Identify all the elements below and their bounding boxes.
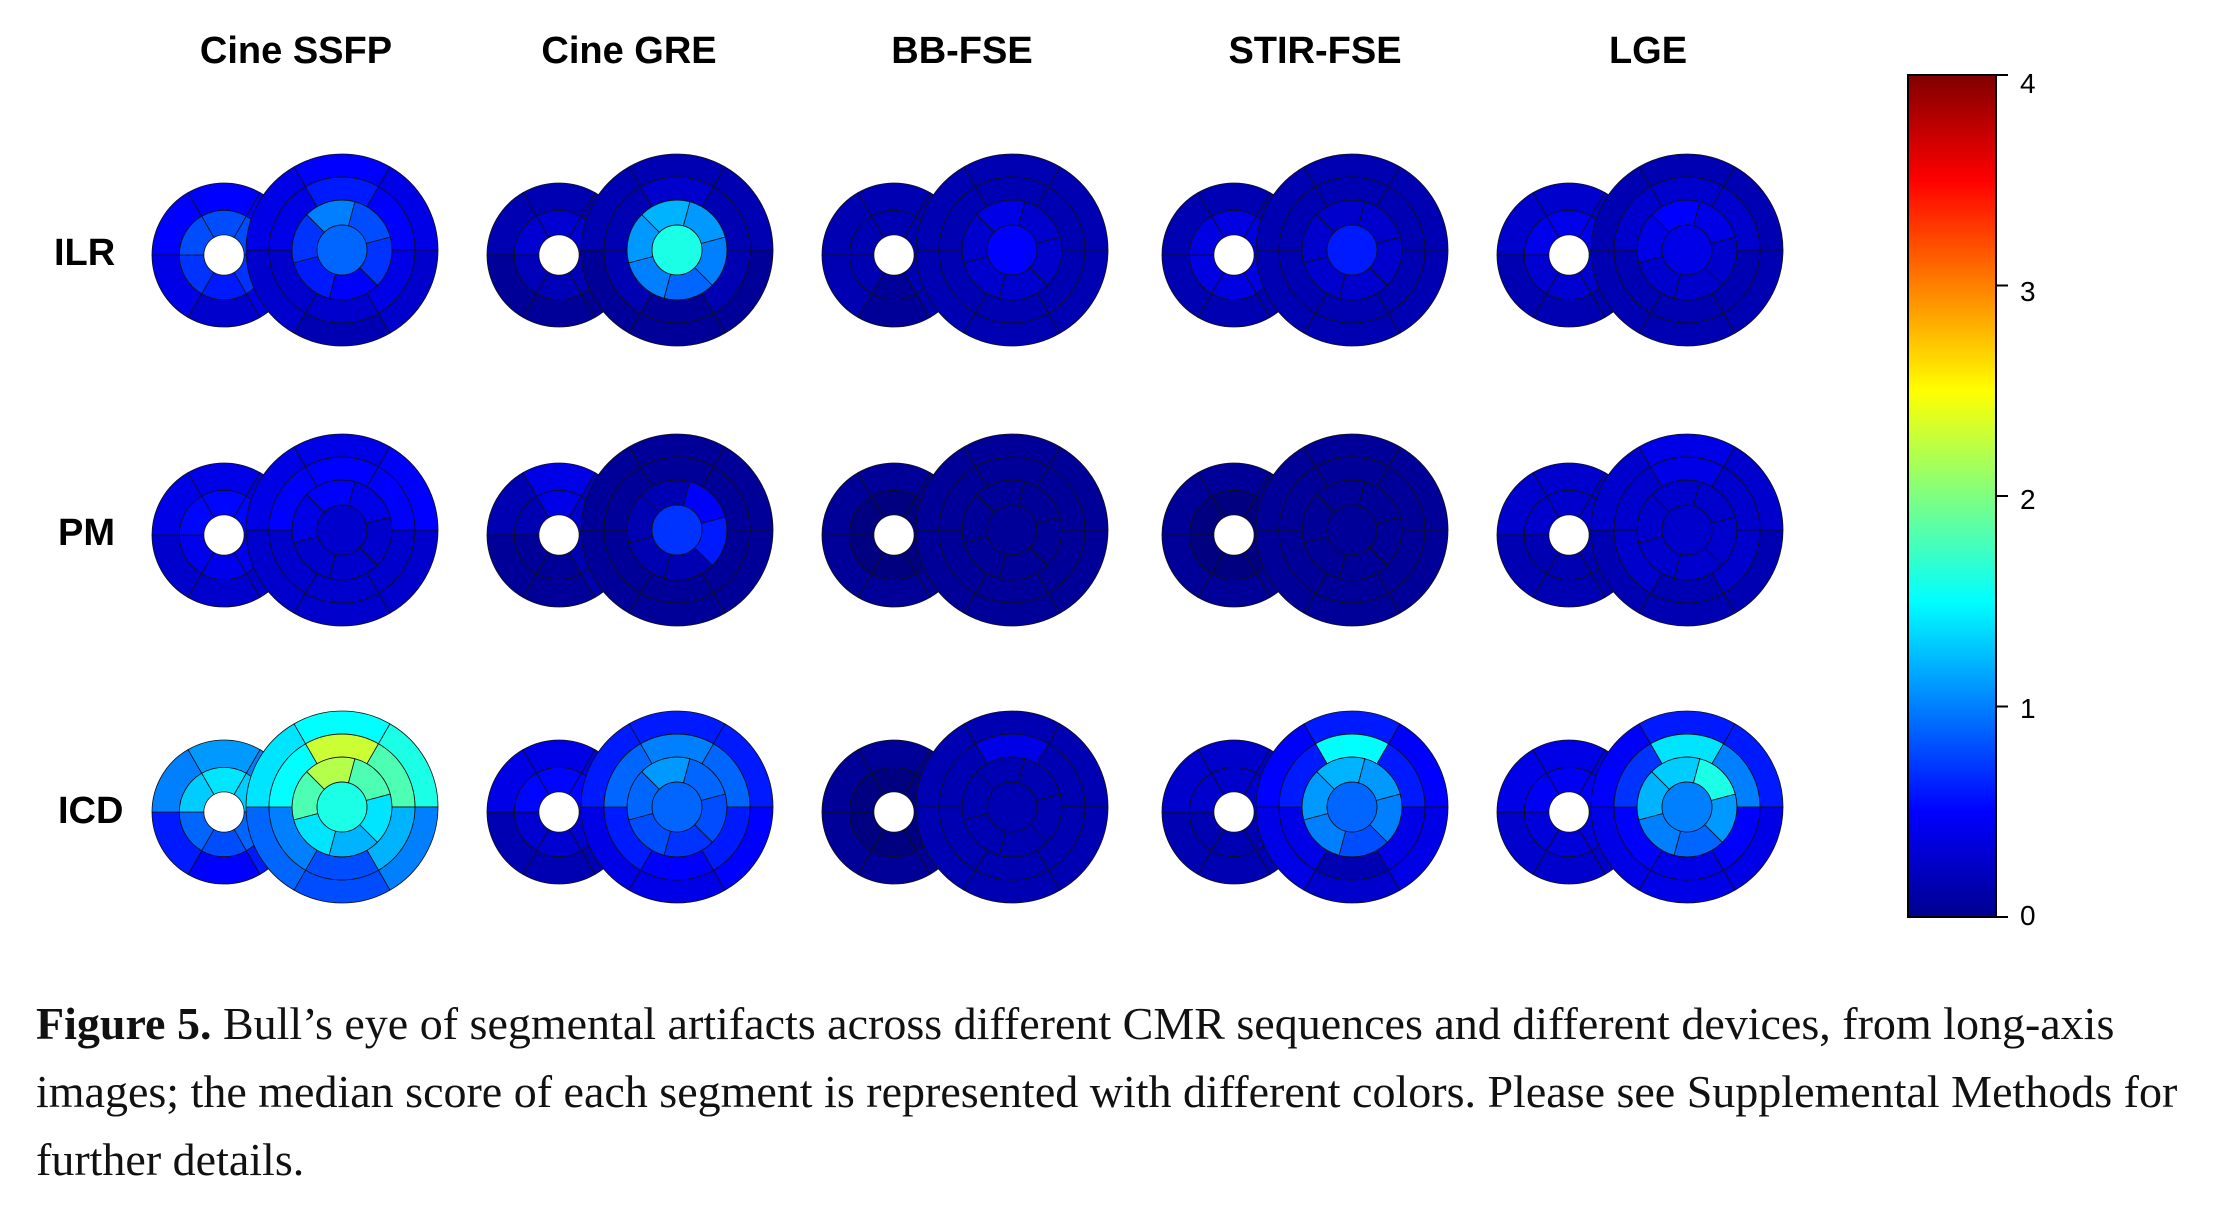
small-inner-segment-6 bbox=[513, 495, 550, 536]
caption-text: Bull’s eye of segmental artifacts across… bbox=[36, 998, 2178, 1185]
small-inner-segment-6 bbox=[178, 495, 215, 536]
small-inner-segment-6 bbox=[1523, 215, 1560, 256]
large-center-segment bbox=[1326, 504, 1378, 556]
large-center-segment bbox=[651, 504, 703, 556]
bulls-eye-plots bbox=[151, 74, 2008, 918]
bulls-eye-pm-cine-ssfp bbox=[151, 433, 439, 627]
colorbar-tick-label-3: 3 bbox=[2020, 276, 2036, 307]
small-inner-segment-6 bbox=[1188, 495, 1225, 536]
large-center-segment bbox=[986, 504, 1038, 556]
large-center-segment bbox=[986, 781, 1038, 833]
small-disk-hole bbox=[543, 796, 575, 828]
bulls-eye-pm-bb-fse bbox=[821, 433, 1109, 627]
column-label-stir-fse: STIR-FSE bbox=[1228, 30, 1402, 72]
colorbar-tick-label-1: 1 bbox=[2020, 693, 2036, 724]
bulls-eye-ilr-bb-fse bbox=[821, 153, 1109, 347]
small-disk-hole bbox=[1553, 239, 1585, 271]
bulls-eye-pm-stir-fse bbox=[1161, 433, 1449, 627]
column-label-cine-ssfp: Cine SSFP bbox=[199, 30, 393, 72]
colorbar-tick-label-2: 2 bbox=[2020, 484, 2036, 515]
small-disk-hole bbox=[208, 796, 240, 828]
small-inner-segment-6 bbox=[1523, 772, 1560, 813]
bulls-eye-pm-cine-gre bbox=[486, 433, 774, 627]
small-disk-hole bbox=[1553, 796, 1585, 828]
bulls-eye-icd-cine-gre bbox=[486, 710, 774, 904]
large-center-segment bbox=[651, 224, 703, 276]
large-center-segment bbox=[1661, 504, 1713, 556]
large-center-segment bbox=[1326, 224, 1378, 276]
small-disk-hole bbox=[878, 796, 910, 828]
colorbar-tick-label-4: 4 bbox=[2020, 68, 2036, 99]
small-disk-hole bbox=[878, 519, 910, 551]
large-center-segment bbox=[316, 224, 368, 276]
row-label-icd: ICD bbox=[58, 790, 124, 832]
bulls-eye-ilr-cine-gre bbox=[486, 153, 774, 347]
bulls-eye-figure: Cine SSFP Cine GRE BB-FSE STIR-FSE LGE I… bbox=[54, 30, 2036, 931]
small-disk-hole bbox=[1218, 796, 1250, 828]
figure-caption: Figure 5. Bull’s eye of segmental artifa… bbox=[36, 990, 2206, 1194]
large-center-segment bbox=[651, 781, 703, 833]
small-inner-segment-6 bbox=[848, 215, 885, 256]
bulls-eye-ilr-stir-fse bbox=[1161, 153, 1449, 347]
small-disk-hole bbox=[208, 519, 240, 551]
colorbar-gradient bbox=[1907, 74, 1997, 918]
small-inner-segment-6 bbox=[1188, 772, 1225, 813]
bulls-eye-ilr-cine-ssfp bbox=[151, 153, 439, 347]
row-label-pm: PM bbox=[58, 512, 115, 554]
small-disk-hole bbox=[208, 239, 240, 271]
large-center-segment bbox=[316, 781, 368, 833]
small-disk-hole bbox=[878, 239, 910, 271]
small-disk-hole bbox=[1218, 239, 1250, 271]
small-inner-segment-6 bbox=[513, 772, 550, 813]
bulls-eye-pm-lge bbox=[1496, 433, 1784, 627]
bulls-eye-icd-lge bbox=[1496, 710, 1784, 904]
small-inner-segment-6 bbox=[513, 215, 550, 256]
small-inner-segment-6 bbox=[178, 772, 215, 813]
bulls-eye-icd-bb-fse bbox=[821, 710, 1109, 904]
small-disk-hole bbox=[1218, 519, 1250, 551]
colorbar-tick-label-0: 0 bbox=[2020, 900, 2036, 931]
small-inner-segment-6 bbox=[1188, 215, 1225, 256]
large-center-segment bbox=[986, 224, 1038, 276]
small-disk-hole bbox=[543, 239, 575, 271]
column-label-lge: LGE bbox=[1608, 30, 1688, 72]
large-center-segment bbox=[1326, 781, 1378, 833]
small-disk-hole bbox=[543, 519, 575, 551]
large-center-segment bbox=[316, 504, 368, 556]
bulls-eye-icd-cine-ssfp bbox=[151, 710, 439, 904]
small-inner-segment-6 bbox=[848, 772, 885, 813]
caption-label: Figure 5. bbox=[36, 998, 212, 1049]
colorbar bbox=[1907, 74, 2008, 918]
large-center-segment bbox=[1661, 781, 1713, 833]
bulls-eye-icd-stir-fse bbox=[1161, 710, 1449, 904]
bulls-eye-ilr-lge bbox=[1496, 153, 1784, 347]
small-disk-hole bbox=[1553, 519, 1585, 551]
small-inner-segment-6 bbox=[848, 495, 885, 536]
column-label-bb-fse: BB-FSE bbox=[891, 30, 1033, 72]
row-label-ilr: ILR bbox=[54, 232, 116, 274]
small-inner-segment-6 bbox=[178, 215, 215, 256]
small-inner-segment-6 bbox=[1523, 495, 1560, 536]
large-center-segment bbox=[1661, 224, 1713, 276]
column-label-cine-gre: Cine GRE bbox=[541, 30, 717, 72]
